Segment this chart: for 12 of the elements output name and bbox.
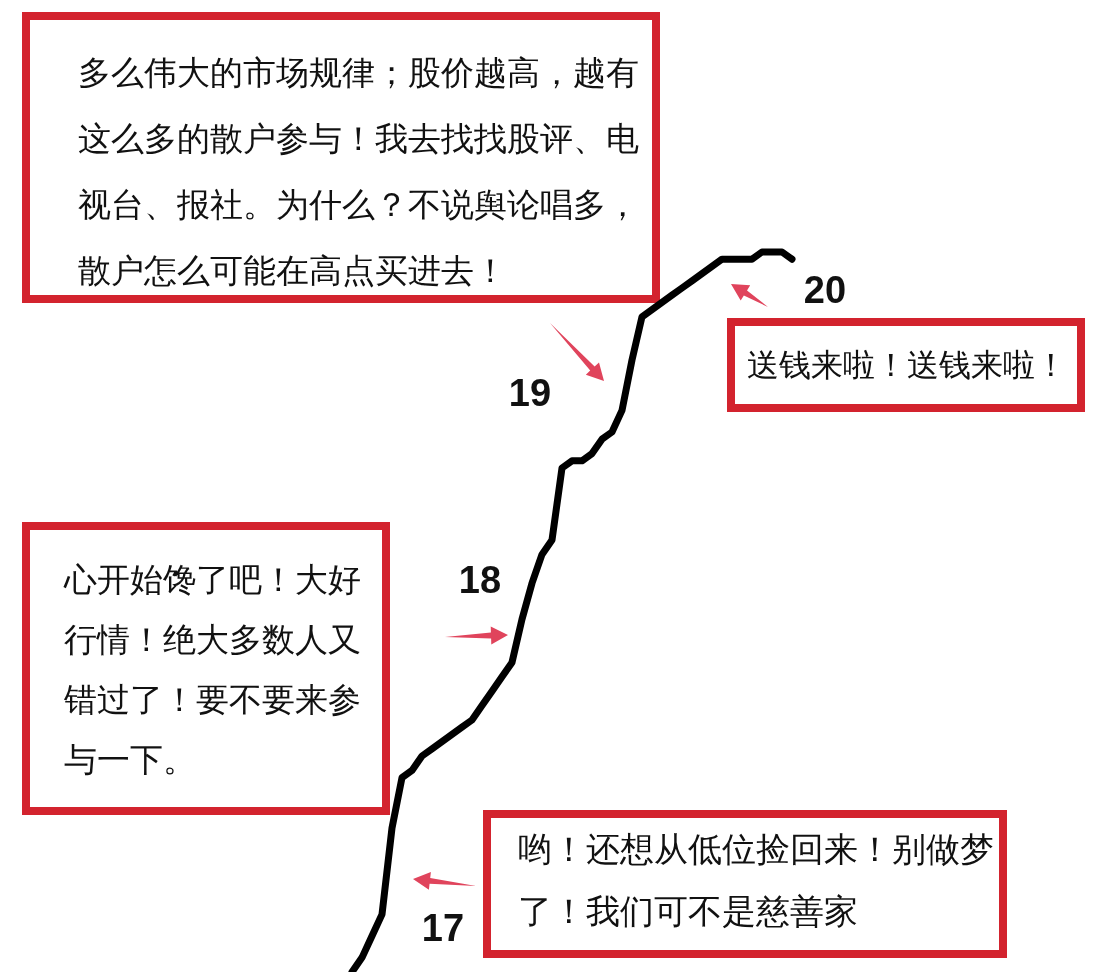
callout-box: 哟！还想从低位捡回来！别做梦了！我们可不是慈善家: [483, 810, 1007, 958]
annotation: 送钱来啦！送钱来啦！: [747, 346, 1067, 384]
annotation: 17: [421, 907, 465, 949]
callout-box: 送钱来啦！送钱来啦！: [727, 318, 1085, 412]
annotation: 心开始馋了吧！大好行情！绝大多数人又错过了！要不要来参与一下。: [64, 560, 361, 779]
text: 20: [803, 269, 847, 311]
annotation: 哟！还想从低位捡回来！别做梦了！我们可不是慈善家: [518, 829, 994, 931]
annotation: 18: [458, 559, 502, 601]
annotation: 19: [508, 372, 552, 414]
callout-box: 多么伟大的市场规律；股价越高，越有这么多的散户参与！我去找找股评、电视台、报社。为什么？不说舆论唱多，散户怎么可能在高点买进去！: [22, 12, 660, 303]
callout-box: 心开始馋了吧！大好行情！绝大多数人又错过了！要不要来参与一下。: [22, 522, 390, 815]
annotation: 多么伟大的市场规律；股价越高，越有这么多的散户参与！我去找找股评、电视台、报社。为什么？不说舆论唱多，散户怎么可能在高点买进去！: [78, 53, 639, 290]
